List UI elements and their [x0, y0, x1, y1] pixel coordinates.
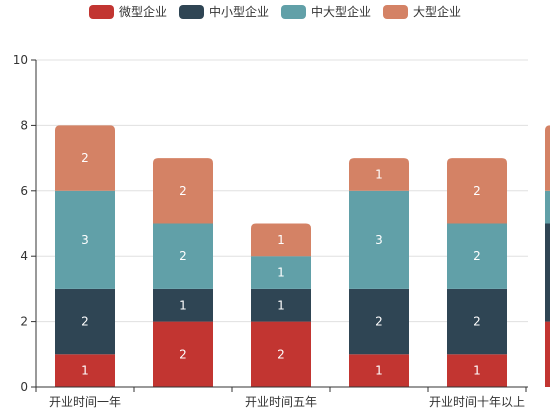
x-tick-label-0: 开业时间一年	[49, 395, 121, 409]
bar-2-2[interactable]	[251, 256, 311, 289]
bar-label-0-2: 2	[277, 347, 285, 361]
x-tick-label-2: 开业时间五年	[245, 395, 317, 409]
bar-2-1[interactable]	[153, 223, 213, 289]
bar-3-1[interactable]	[153, 158, 213, 224]
bar-2-4[interactable]	[447, 223, 507, 289]
bar-label-2-4: 2	[473, 249, 481, 263]
bar-label-3-1: 2	[179, 184, 187, 198]
bar-label-2-2: 1	[277, 266, 285, 280]
legend-item-large[interactable]: 大型企业	[383, 3, 461, 20]
bar-label-2-3: 3	[375, 233, 383, 247]
legend-swatch-micro	[88, 4, 114, 19]
y-tick-label-1: 2	[20, 315, 28, 329]
legend-label-small-medium: 中小型企业	[208, 5, 269, 19]
bar-1-1[interactable]	[153, 288, 213, 322]
legend-item-small-medium[interactable]: 中小型企业	[178, 3, 269, 20]
bar-label-0-4: 1	[473, 364, 481, 378]
legend-item-micro[interactable]: 微型企业	[88, 3, 167, 20]
x-tick-label-4: 开业时间十年以上	[429, 395, 525, 409]
bar-1-5[interactable]	[545, 223, 550, 322]
bar-3-4[interactable]	[447, 158, 507, 224]
bar-1-4[interactable]	[447, 288, 507, 355]
bar-3-2[interactable]	[251, 223, 311, 257]
legend-label-micro: 微型企业	[118, 5, 167, 19]
bar-label-3-3: 1	[375, 167, 383, 181]
bar-3-5[interactable]	[545, 125, 550, 191]
bar-3-3[interactable]	[349, 158, 409, 191]
bar-1-3[interactable]	[349, 288, 409, 355]
bar-0-1[interactable]	[153, 321, 213, 387]
legend-swatch-large	[383, 4, 409, 19]
y-tick-label-3: 6	[20, 184, 28, 198]
bar-label-0-1: 2	[179, 347, 187, 361]
bar-2-5[interactable]	[545, 190, 550, 224]
bar-0-2[interactable]	[251, 321, 311, 387]
bar-1-2[interactable]	[251, 288, 311, 322]
bar-label-1-0: 2	[81, 315, 89, 329]
bar-label-1-4: 2	[473, 315, 481, 329]
y-tick-label-4: 8	[20, 118, 28, 132]
y-tick-label-5: 10	[13, 53, 28, 67]
legend-item-medium-large[interactable]: 中大型企业	[281, 3, 371, 20]
bar-2-3[interactable]	[349, 190, 409, 289]
bar-label-3-4: 2	[473, 184, 481, 198]
bar-label-2-0: 3	[81, 233, 89, 247]
bar-label-0-0: 1	[81, 364, 89, 378]
bar-0-0[interactable]	[55, 354, 115, 387]
bar-label-1-1: 1	[179, 298, 187, 312]
bar-label-0-3: 1	[375, 364, 383, 378]
bar-label-3-0: 2	[81, 151, 89, 165]
bar-0-4[interactable]	[447, 354, 507, 387]
bar-0-3[interactable]	[349, 354, 409, 387]
legend-swatch-small-medium	[178, 4, 204, 19]
bar-label-3-2: 1	[277, 233, 285, 247]
y-tick-label-2: 4	[20, 249, 28, 263]
chart-legend: 微型企业 中小型企业 中大型企业 大型企业	[0, 3, 550, 20]
bar-1-0[interactable]	[55, 288, 115, 355]
legend-label-large: 大型企业	[413, 5, 462, 19]
bar-3-0[interactable]	[55, 125, 115, 191]
y-tick-label-0: 0	[20, 380, 28, 394]
legend-label-medium-large: 中大型企业	[311, 5, 372, 19]
legend-swatch-medium-large	[281, 4, 306, 19]
bar-label-1-3: 2	[375, 315, 383, 329]
bar-label-1-2: 1	[277, 298, 285, 312]
bar-0-5[interactable]	[545, 321, 550, 387]
bar-2-0[interactable]	[55, 190, 115, 289]
bar-label-2-1: 2	[179, 249, 187, 263]
